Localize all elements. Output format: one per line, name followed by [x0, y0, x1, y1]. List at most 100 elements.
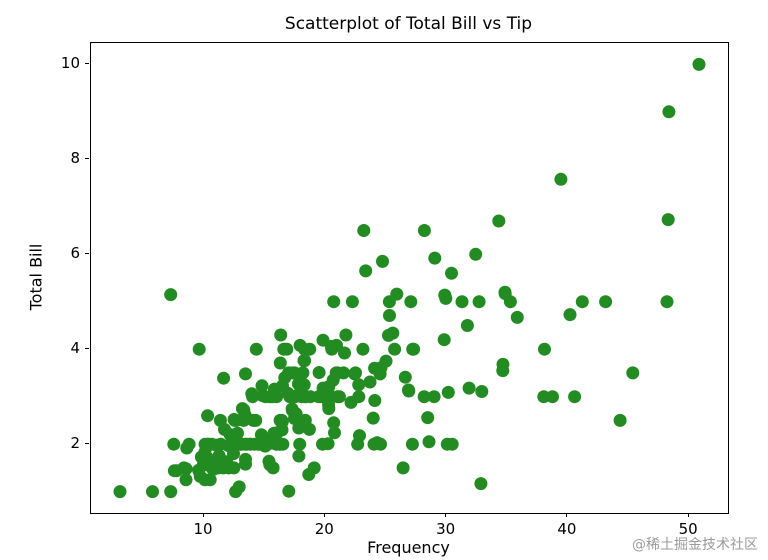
scatter-point [376, 254, 389, 268]
scatter-point [216, 461, 230, 475]
scatter-point [237, 413, 251, 427]
x-tick-label: 10 [193, 520, 213, 538]
scatter-point [206, 462, 220, 476]
scatter-point [304, 390, 317, 404]
scatter-point [255, 379, 269, 393]
scatter-point [239, 367, 252, 381]
scatter-point [264, 390, 278, 404]
scatter-point [396, 461, 410, 475]
scatter-point [146, 485, 159, 499]
scatter-point [379, 354, 393, 368]
scatter-point [422, 435, 436, 449]
y-tick-mark [85, 62, 89, 64]
scatter-point [273, 356, 287, 370]
scatter-point [316, 437, 329, 451]
scatter-point [201, 409, 215, 423]
scatter-point [325, 342, 339, 356]
scatter-point [251, 437, 265, 451]
scatter-point [277, 342, 291, 356]
scatter-point [472, 295, 486, 309]
scatter-point [292, 449, 306, 463]
scatter-point [405, 437, 419, 451]
scatter-point [662, 105, 676, 119]
scatter-point [575, 295, 589, 309]
scatter-point [613, 413, 627, 427]
scatter-point [328, 426, 341, 440]
scatter-point [351, 437, 365, 451]
scatter-point [348, 367, 362, 381]
scatter-point [462, 381, 476, 395]
scatter-point [239, 457, 252, 471]
x-tick-label: 40 [557, 520, 577, 538]
scatter-point [382, 328, 395, 342]
scatter-point [164, 485, 178, 499]
scatter-point [276, 379, 289, 393]
scatter-point [296, 366, 310, 380]
y-tick-label: 4 [70, 339, 80, 358]
scatter-point [388, 342, 402, 356]
scatter-point [217, 371, 231, 385]
scatter-point [170, 464, 184, 478]
watermark-text: @稀土掘金技术社区 [632, 537, 758, 553]
scatter-point [167, 437, 181, 451]
scatter-point [198, 473, 212, 487]
scatter-point [568, 390, 582, 404]
scatter-point [417, 224, 431, 237]
scatter-point [445, 266, 458, 280]
scatter-point [293, 437, 307, 451]
scatter-point [475, 385, 489, 398]
y-tick-mark [85, 442, 89, 444]
scatter-point [554, 172, 568, 186]
scatter-point [469, 247, 483, 261]
x-tick-mark [202, 513, 204, 517]
scatter-point [407, 342, 421, 356]
scatter-point [302, 468, 316, 481]
scatter-point [237, 403, 251, 417]
x-tick-mark [445, 513, 447, 517]
scatter-point [229, 485, 243, 499]
scatter-point [345, 295, 359, 309]
scatter-point [599, 295, 613, 309]
scatter-point [302, 422, 316, 436]
scatter-point [192, 342, 206, 356]
scatter-point [357, 224, 371, 237]
scatter-point [359, 264, 373, 278]
scatter-point [455, 295, 469, 309]
scatter-point [661, 213, 675, 227]
scatter-point [437, 333, 451, 347]
scatter-point [692, 57, 706, 71]
scatter-point [460, 319, 474, 332]
scatter-point [303, 342, 317, 356]
y-tick-mark [85, 252, 89, 254]
scatter-point [266, 461, 280, 475]
plot-area [90, 42, 729, 514]
scatter-point [223, 428, 237, 442]
scatter-point [428, 251, 442, 265]
x-tick-label: 50 [678, 520, 698, 538]
y-tick-label: 6 [70, 244, 80, 263]
scatter-point [366, 411, 380, 425]
scatter-point [402, 383, 415, 397]
scatter-point [660, 295, 674, 309]
scatter-point [327, 295, 341, 309]
scatter-point [496, 357, 510, 371]
scatter-point [383, 309, 396, 322]
scatter-point [249, 342, 263, 356]
scatter-point [288, 390, 302, 404]
scatter-point [324, 390, 338, 404]
scatter-point [327, 416, 341, 430]
x-tick-mark [687, 513, 689, 517]
chart-title: Scatterplot of Total Bill vs Tip [284, 14, 533, 34]
scatter-point [438, 288, 452, 302]
scatter-point [198, 437, 212, 451]
scatter-point [344, 395, 358, 409]
scatter-point [164, 288, 178, 302]
scatter-point [233, 437, 247, 451]
scatter-point [363, 375, 377, 389]
scatter-point [417, 390, 431, 404]
x-tick-label: 20 [314, 520, 334, 538]
scatter-point [404, 295, 418, 309]
scatter-point [368, 394, 382, 407]
scatter-point [214, 437, 228, 451]
